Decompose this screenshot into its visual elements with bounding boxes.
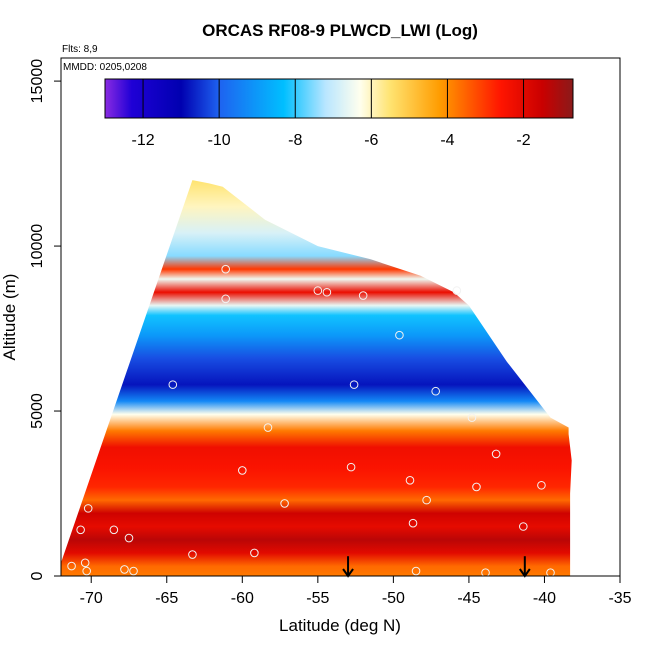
x-tick-label: -35 [608,590,631,607]
sample-point [280,499,289,508]
x-tick-label: -40 [533,590,556,607]
sample-point [129,566,138,576]
colorbar-tick-label: -8 [288,132,302,149]
sample-point [472,482,481,492]
sample-point [221,264,230,274]
colorbar-tick-label: -4 [440,132,454,149]
dates-label: MMDD: 0205,0208 [63,62,147,73]
sample-point [263,423,273,432]
sample-point [346,462,356,472]
sample-point [452,286,462,295]
colorbar-bar [104,78,574,119]
colorbar-tick-label: -2 [516,132,530,149]
x-axis: -70 -65 -60 -55 -50 -45 -40 -35 [80,576,632,607]
sample-point [358,291,368,300]
sample-point [467,413,477,422]
sample-point [411,566,421,576]
sample-point [491,449,501,459]
sample-point [395,330,404,340]
sample-point [120,565,129,574]
sample-point [349,380,359,389]
sample-point [405,476,415,485]
field-region [61,180,572,576]
sample-points [67,264,555,576]
sample-point [481,568,490,576]
x-tick-label: -60 [231,590,254,607]
sample-point [422,495,431,505]
sample-point [546,568,555,576]
sample-point [80,558,90,568]
x-axis-title: Latitude (deg N) [279,616,401,635]
sample-point [322,287,332,297]
colorbar: -12 -10 -8 -6 -4 -2 [104,78,574,149]
y-axis: 0 5000 10000 15000 [29,59,61,580]
sample-point [168,380,178,389]
sample-point [250,548,259,558]
sample-point [124,533,134,543]
sample-point [67,561,76,571]
x-tick-label: -70 [80,590,103,607]
sample-point [109,525,119,535]
y-tick-label: 5000 [29,393,46,429]
sample-point [188,550,197,559]
sample-point [408,518,418,528]
y-axis-title: Altitude (m) [0,274,19,361]
sample-point [237,466,247,475]
chart-title: ORCAS RF08-9 PLWCD_LWI (Log) [202,21,478,40]
plot-frame [60,57,621,577]
x-tick-label: -55 [306,590,329,607]
sample-point [431,386,440,396]
data-field [61,180,572,576]
colorbar-tick-label: -6 [364,132,378,149]
sample-point [313,286,323,295]
sample-point [76,525,85,535]
y-tick-label: 10000 [29,224,46,269]
colorbar-tick-label: -10 [208,132,231,149]
sample-point [537,480,546,490]
sample-point [82,566,91,576]
flights-label: Flts: 8,9 [62,44,98,55]
x-tick-label: -45 [457,590,480,607]
y-tick-label: 15000 [29,59,46,104]
x-tick-label: -50 [382,590,405,607]
colorbar-tick-label: -12 [131,132,154,149]
sample-point [519,522,528,531]
sample-point [83,504,93,513]
sample-point [221,294,230,304]
y-tick-label: 0 [29,571,46,580]
x-tick-label: -65 [155,590,178,607]
